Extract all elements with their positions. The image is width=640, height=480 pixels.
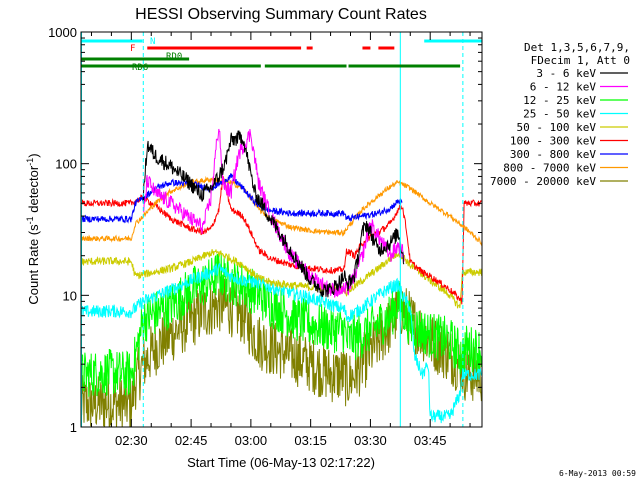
series-line-800-7000-kev	[81, 175, 482, 247]
legend-label: 6 - 12 keV	[530, 81, 597, 94]
legend-label: 3 - 6 keV	[536, 67, 596, 80]
legend-label: 800 - 7000 keV	[503, 162, 596, 175]
series-line-100-300-kev	[81, 175, 482, 305]
series-line-3-6-kev	[142, 130, 405, 298]
y-tick-label: 100	[55, 157, 77, 172]
y-tick-label: 1	[70, 420, 77, 435]
flag-label-n: N	[150, 37, 155, 47]
plot-frame	[80, 31, 483, 428]
legend-label: 25 - 50 keV	[523, 108, 596, 121]
x-tick-label: 03:00	[235, 433, 268, 448]
x-tick-label: 02:30	[115, 433, 148, 448]
footer-date: 6-May-2013 00:59	[559, 469, 636, 478]
chart-title: HESSI Observing Summary Count Rates	[135, 6, 427, 23]
x-tick-label: 03:45	[414, 433, 447, 448]
y-axis-label-main: Count Rate (s	[26, 224, 41, 305]
flag-label-f: F	[130, 44, 135, 54]
legend-label: 12 - 25 keV	[523, 94, 596, 107]
y-axis-label-sup2: -1	[25, 158, 35, 166]
legend-header-line-2: FDecim 1, Att 0	[531, 54, 630, 67]
y-axis-label: Count Rate (s-1 detector-1)	[25, 153, 41, 304]
y-tick-label: 10	[63, 288, 77, 303]
axes: 02:30 02:45 03:00 03:15 03:30 03:45 1 10 100 1000	[48, 25, 482, 448]
series-line-12-25-kev	[81, 252, 482, 397]
legend-label: 100 - 300 keV	[510, 135, 596, 148]
y-tick-label: 1000	[48, 25, 77, 40]
x-tick-label: 03:30	[354, 433, 387, 448]
flag-bars: N F RD0 RD6	[81, 37, 482, 73]
legend-label: 300 - 800 keV	[510, 148, 596, 161]
vertical-markers	[81, 32, 464, 427]
x-tick-label: 03:15	[294, 433, 327, 448]
x-axis-label: Start Time (06-May-13 02:17:22)	[187, 455, 375, 470]
flag-label-rd6: RD6	[132, 63, 148, 73]
legend-label: 50 - 100 keV	[517, 121, 597, 134]
y-axis-label-mid: detector	[26, 165, 41, 216]
flag-label-rd0: RD0	[166, 52, 182, 62]
series-layer	[81, 128, 482, 427]
legend-header-line-1: Det 1,3,5,6,7,9,	[524, 41, 630, 54]
series-line-25-50-kev	[81, 262, 482, 424]
legend: Det 1,3,5,6,7,9, FDecim 1, Att 0 3 - 6 k…	[490, 41, 630, 188]
y-axis-label-end: )	[26, 153, 41, 157]
series-line-300-800-kev	[81, 173, 403, 224]
x-tick-label: 02:45	[175, 433, 208, 448]
y-axis-label-sup1: -1	[25, 216, 35, 224]
legend-label: 7000 - 20000 keV	[490, 175, 596, 188]
